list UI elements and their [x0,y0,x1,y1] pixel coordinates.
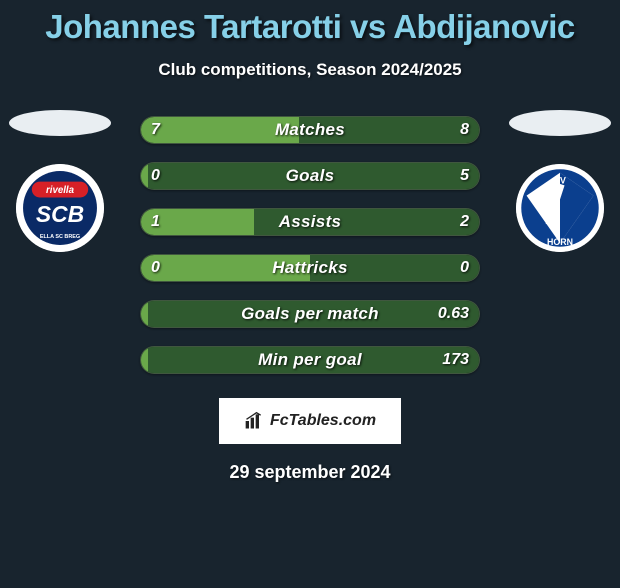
stat-label: Min per goal [141,347,479,373]
stat-value-left: 0 [151,163,160,189]
stat-row: Hattricks0 0 [140,254,480,282]
svg-text:SCB: SCB [36,201,84,227]
stat-row: Min per goal173 [140,346,480,374]
attribution-text: FcTables.com [270,412,376,430]
stat-row: Goals per match0.63 [140,300,480,328]
stat-value-right: 173 [442,347,469,373]
stat-value-left: 7 [151,117,160,143]
stat-row: Assists1 2 [140,208,480,236]
page-subtitle: Club competitions, Season 2024/2025 [0,60,620,80]
stat-label: Hattricks [141,255,479,281]
stat-value-right: 5 [460,163,469,189]
stat-label: Assists [141,209,479,235]
chart-icon [244,411,264,431]
svg-text:SV: SV [554,175,566,185]
svg-text:ELLA SC BREG: ELLA SC BREG [40,234,80,240]
comparison-panel: rivella SCB ELLA SC BREG SV HORN Matches… [0,116,620,374]
svg-text:HORN: HORN [547,237,573,247]
footer-date: 29 september 2024 [0,462,620,483]
left-player-column: rivella SCB ELLA SC BREG [5,110,115,252]
right-player-column: SV HORN [505,110,615,252]
stat-row: Goals0 5 [140,162,480,190]
sv-horn-badge-icon: SV HORN [516,164,604,252]
attribution-badge: FcTables.com [219,398,401,444]
left-club-badge: rivella SCB ELLA SC BREG [16,164,104,252]
stat-label: Matches [141,117,479,143]
stat-row: Matches7 8 [140,116,480,144]
right-player-oval [509,110,611,136]
svg-text:rivella: rivella [46,185,75,196]
stat-value-right: 0.63 [438,301,469,327]
stat-label: Goals [141,163,479,189]
right-club-badge: SV HORN [516,164,604,252]
left-player-oval [9,110,111,136]
stat-label: Goals per match [141,301,479,327]
stat-value-left: 0 [151,255,160,281]
stat-value-right: 8 [460,117,469,143]
scb-badge-icon: rivella SCB ELLA SC BREG [16,164,104,252]
page-title: Johannes Tartarotti vs Abdijanovic [0,8,620,46]
stat-value-left: 1 [151,209,160,235]
stat-value-right: 2 [460,209,469,235]
stat-bars: Matches78Goals05Assists12Hattricks00Goal… [140,116,480,374]
stat-value-right: 0 [460,255,469,281]
